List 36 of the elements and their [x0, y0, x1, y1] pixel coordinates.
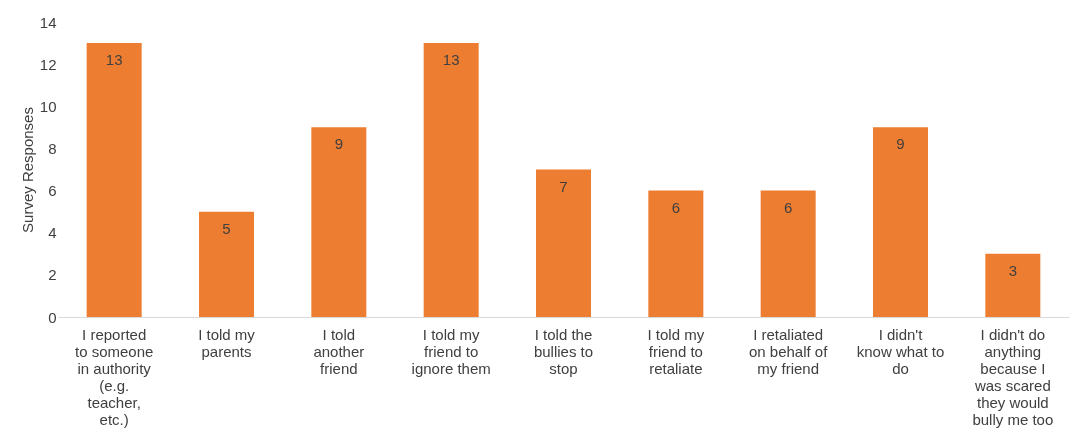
- x-tick-label: I reported to someone in authority (e.g. teacher, etc.): [74, 325, 154, 428]
- data-label: 7: [559, 177, 568, 195]
- bar: [985, 253, 1041, 317]
- x-tick-label: I told my friend to ignore them: [411, 325, 491, 377]
- y-tick-label: 0: [48, 308, 57, 326]
- bar: [873, 127, 928, 317]
- data-label: 13: [442, 51, 460, 69]
- y-axis-title: Survey Responses: [18, 107, 36, 233]
- data-label: 6: [783, 198, 793, 216]
- bar: [311, 127, 367, 317]
- x-tick-label: I told another friend: [313, 325, 365, 377]
- y-tick-label: 14: [39, 13, 57, 31]
- x-tick-label: I didn't know what to do: [856, 325, 945, 377]
- x-tick-label: I told my parents: [198, 325, 256, 360]
- data-label: 9: [896, 135, 905, 153]
- data-label: 13: [105, 51, 123, 69]
- data-label: 9: [334, 135, 344, 153]
- data-label: 6: [671, 198, 681, 216]
- bar: [760, 190, 816, 317]
- data-label: 3: [1008, 261, 1018, 279]
- x-tick-label: I told the bullies to stop: [533, 325, 594, 377]
- y-tick-label: 6: [48, 182, 57, 200]
- y-tick-label: 12: [39, 55, 57, 73]
- x-tick-label: I retaliated on behalf of my friend: [748, 325, 829, 377]
- bar: [86, 43, 142, 317]
- bar: [199, 211, 254, 317]
- x-tick-label: I didn't do anything because I was scared they would bully me too: [972, 325, 1054, 428]
- bar: [423, 43, 479, 317]
- y-tick-label: 2: [48, 266, 57, 284]
- bar: [536, 169, 591, 317]
- y-tick-label: 8: [48, 139, 57, 157]
- data-label: 5: [222, 219, 231, 237]
- y-tick-label: 10: [39, 97, 57, 115]
- bar: [648, 190, 704, 317]
- x-tick-label: I told my friend to retaliate: [647, 325, 705, 377]
- y-tick-label: 4: [48, 224, 57, 242]
